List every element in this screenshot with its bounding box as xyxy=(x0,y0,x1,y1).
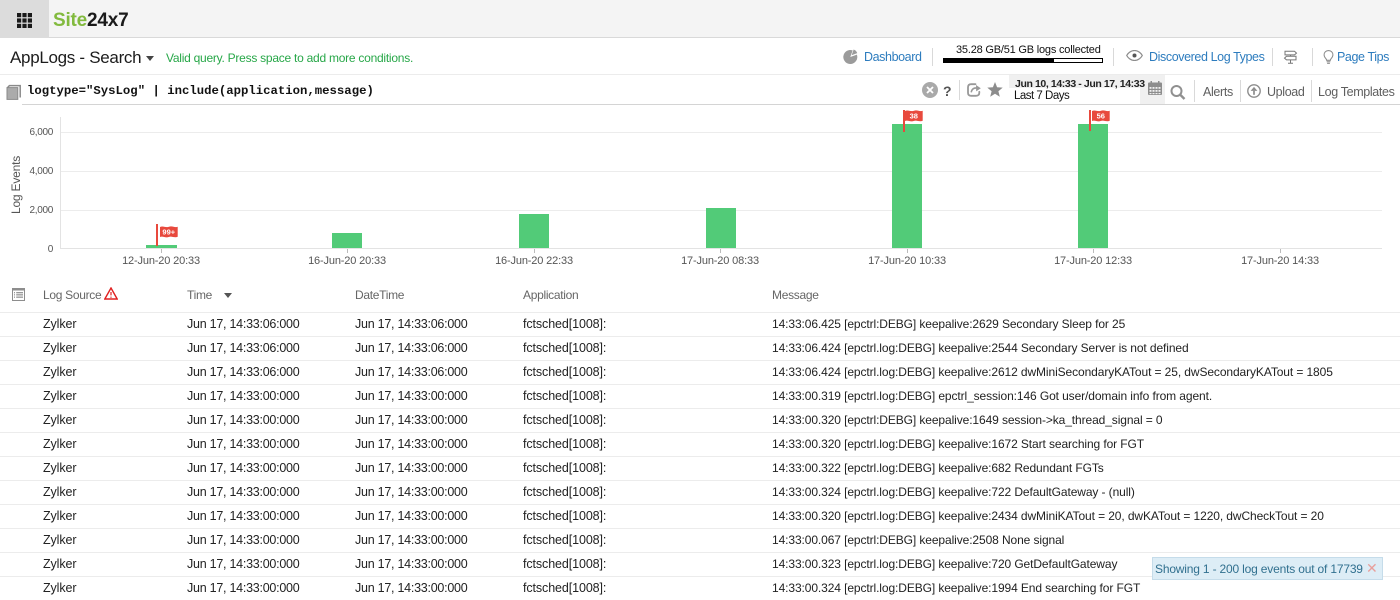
svg-text:56: 56 xyxy=(1096,112,1104,121)
svg-text:99+: 99+ xyxy=(162,227,175,236)
svg-text:38: 38 xyxy=(910,112,918,121)
